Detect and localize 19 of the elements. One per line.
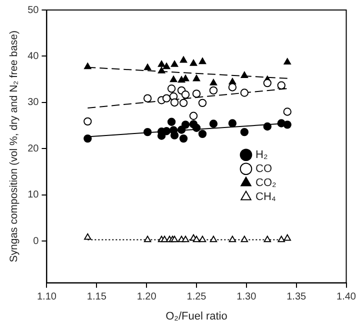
y-tick-label: 30 — [28, 97, 40, 108]
x-tick-label: 1.30 — [236, 292, 257, 303]
legend-label: CH₄ — [256, 190, 276, 203]
legend-label: CO₂ — [256, 176, 276, 189]
y-tick-label: 10 — [28, 190, 40, 201]
legend-label: H₂ — [256, 148, 268, 161]
x-tick-label: 1.40 — [336, 292, 356, 303]
legend-label: CO — [256, 162, 272, 175]
x-tick-label: 1.25 — [186, 292, 207, 303]
x-tick-label: 1.20 — [136, 292, 157, 303]
x-tick-label: 1.10 — [36, 292, 57, 303]
x-axis-title: O₂/Fuel ratio — [166, 310, 228, 322]
y-tick-label: 0 — [33, 236, 40, 247]
x-tick-label: 1.15 — [86, 292, 107, 303]
x-tick-label: 1.35 — [286, 292, 307, 303]
y-tick-label: 50 — [28, 4, 40, 16]
y-axis-title: Syngas composition (vol %, dry and N₂ free base) — [8, 30, 20, 262]
y-tick-label: 20 — [28, 143, 40, 154]
y-tick-label: 40 — [28, 50, 40, 62]
